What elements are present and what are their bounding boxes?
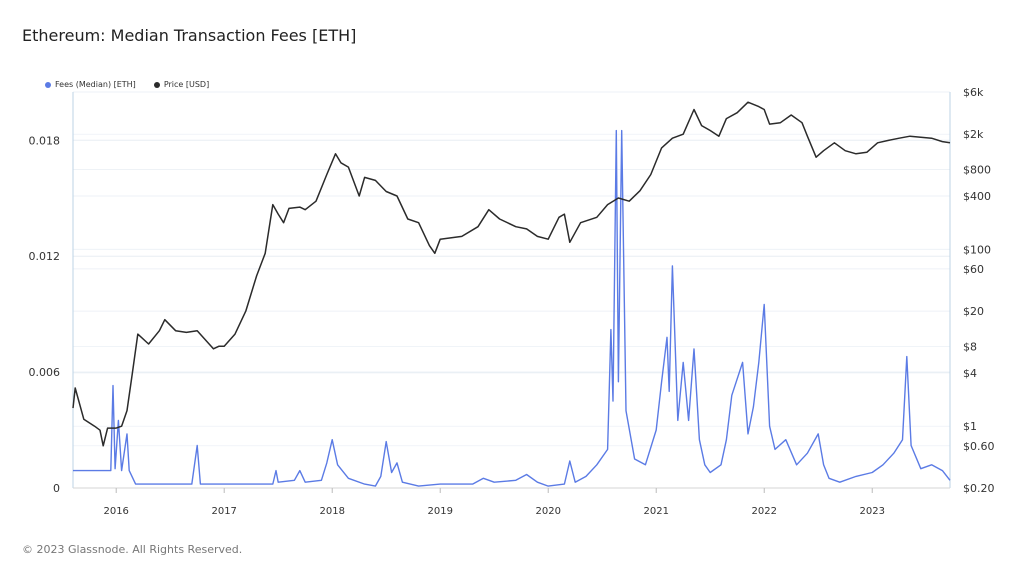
left-tick-label: 0.006 — [29, 366, 61, 379]
x-tick-label: 2021 — [644, 506, 669, 517]
legend-item-fees[interactable]: Fees (Median) [ETH] — [45, 80, 136, 89]
right-tick-label: $6k — [963, 86, 984, 99]
legend-dot-price — [153, 81, 160, 88]
x-tick-label: 2019 — [427, 506, 452, 517]
right-tick-label: $0.60 — [963, 440, 995, 453]
copyright-footer: © 2023 Glassnode. All Rights Reserved. — [22, 543, 243, 556]
legend: Fees (Median) [ETH] Price [USD] — [45, 80, 209, 89]
legend-dot-fees — [45, 81, 51, 88]
right-tick-label: $2k — [963, 128, 984, 141]
x-tick-label: 2016 — [103, 506, 128, 517]
legend-label-fees: Fees (Median) [ETH] — [55, 80, 136, 89]
right-tick-label: $800 — [963, 163, 991, 176]
left-tick-label: 0.018 — [29, 134, 61, 147]
series-line-price — [72, 101, 951, 447]
right-tick-label: $0.20 — [963, 482, 995, 495]
x-tick-label: 2023 — [860, 506, 885, 517]
grid-lines — [73, 91, 950, 489]
right-tick-label: $1 — [963, 420, 977, 433]
legend-item-price[interactable]: Price [USD] — [153, 80, 210, 89]
x-axis-ticks: 2016 2017 2018 2019 2020 2021 2022 2023 — [103, 488, 885, 517]
left-tick-label: 0.012 — [29, 250, 61, 263]
series-line-fees — [73, 129, 951, 487]
chart-title: Ethereum: Median Transaction Fees [ETH] — [22, 26, 357, 45]
right-tick-label: $60 — [963, 263, 984, 276]
right-tick-label: $400 — [963, 190, 991, 203]
left-tick-label: 0 — [53, 482, 60, 495]
x-tick-label: 2022 — [752, 506, 777, 517]
right-tick-label: $20 — [963, 305, 984, 318]
right-tick-label: $8 — [963, 340, 977, 353]
right-tick-label: $100 — [963, 243, 991, 256]
right-tick-label: $4 — [963, 367, 977, 380]
x-tick-label: 2018 — [319, 506, 344, 517]
axes — [72, 92, 951, 489]
x-tick-label: 2020 — [535, 506, 560, 517]
series-group — [72, 101, 951, 487]
legend-label-price: Price [USD] — [163, 80, 210, 89]
left-axis-ticks: 0 0.006 0.012 0.018 — [29, 134, 61, 495]
x-tick-label: 2017 — [211, 506, 236, 517]
right-axis-ticks: $0.20 $0.60 $1 $4 $8 $20 $60 $100 $400 $800 $2k $6k — [963, 86, 995, 495]
